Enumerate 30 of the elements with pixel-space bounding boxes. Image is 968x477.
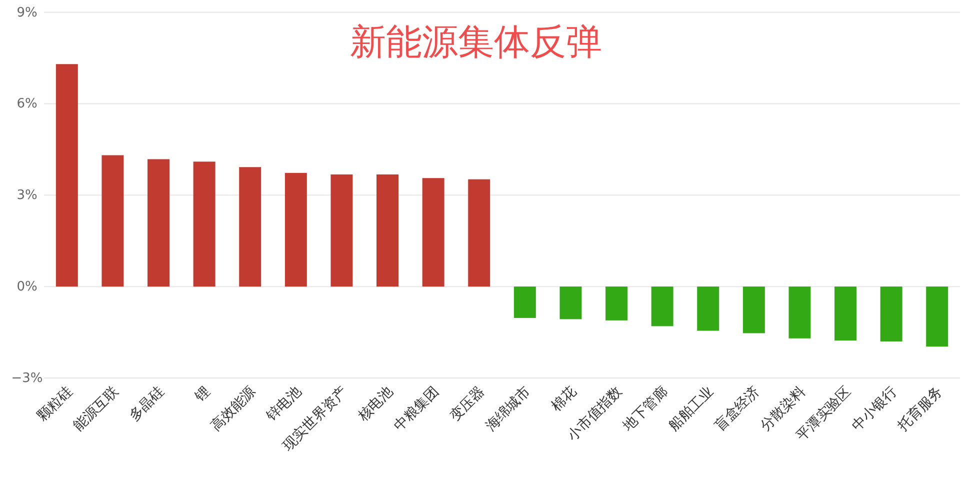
bar	[880, 286, 902, 342]
bar	[651, 286, 674, 326]
bar	[284, 172, 307, 287]
bar	[56, 64, 78, 287]
y-tick-label: 9%	[16, 5, 38, 20]
bar	[742, 286, 765, 334]
bar	[376, 174, 398, 287]
bar	[422, 178, 444, 287]
bar	[468, 179, 490, 287]
bar	[788, 286, 811, 338]
bar	[926, 286, 948, 347]
bar	[834, 286, 856, 341]
y-tick-label: 6%	[16, 96, 38, 112]
x-tick-label: 棉花	[548, 384, 580, 415]
bar	[102, 155, 124, 287]
chart-title: 新能源集体反弹	[350, 22, 602, 63]
x-tick-label: 多晶硅	[126, 384, 168, 425]
bar	[560, 286, 582, 320]
bar	[514, 286, 536, 318]
bar	[330, 174, 353, 287]
bar	[697, 286, 720, 331]
bar	[148, 159, 170, 287]
bar	[193, 162, 216, 287]
x-tick-label: 变压器	[446, 384, 488, 425]
bar	[239, 167, 262, 287]
y-tick-label: 0%	[16, 280, 38, 295]
bar	[606, 286, 628, 320]
y-tick-label: −3%	[11, 371, 43, 386]
x-tick-label: 锂	[191, 384, 214, 406]
y-tick-label: 3%	[16, 188, 38, 204]
